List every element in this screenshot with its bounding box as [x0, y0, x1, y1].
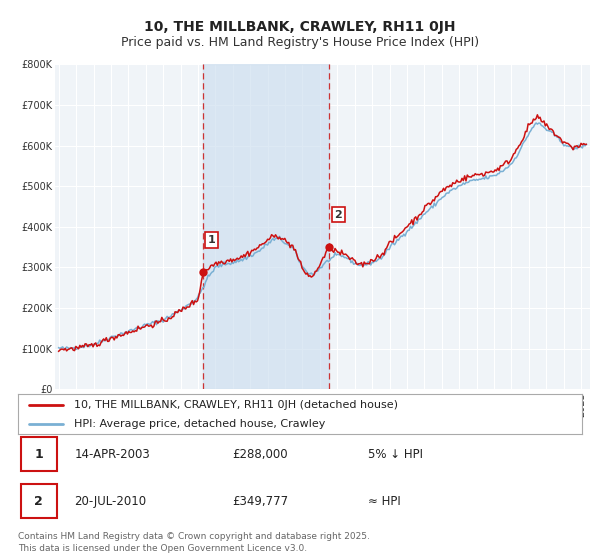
Text: 2: 2 [34, 494, 43, 508]
Text: £349,777: £349,777 [232, 494, 289, 508]
Text: 10, THE MILLBANK, CRAWLEY, RH11 0JH: 10, THE MILLBANK, CRAWLEY, RH11 0JH [144, 20, 456, 34]
FancyBboxPatch shape [21, 484, 58, 518]
Text: 14-APR-2003: 14-APR-2003 [74, 447, 150, 461]
Text: ≈ HPI: ≈ HPI [368, 494, 400, 508]
Text: 20-JUL-2010: 20-JUL-2010 [74, 494, 146, 508]
Text: Contains HM Land Registry data © Crown copyright and database right 2025.
This d: Contains HM Land Registry data © Crown c… [18, 533, 370, 553]
Bar [203, 64, 329, 389]
FancyBboxPatch shape [21, 437, 58, 471]
Text: 5% ↓ HPI: 5% ↓ HPI [368, 447, 422, 461]
Text: Price paid vs. HM Land Registry's House Price Index (HPI): Price paid vs. HM Land Registry's House … [121, 36, 479, 49]
Text: 1: 1 [208, 235, 215, 245]
Text: £288,000: £288,000 [232, 447, 288, 461]
Text: 2: 2 [334, 209, 342, 220]
Text: HPI: Average price, detached house, Crawley: HPI: Average price, detached house, Craw… [74, 419, 326, 429]
Text: 1: 1 [34, 447, 43, 461]
Text: 10, THE MILLBANK, CRAWLEY, RH11 0JH (detached house): 10, THE MILLBANK, CRAWLEY, RH11 0JH (det… [74, 400, 398, 410]
